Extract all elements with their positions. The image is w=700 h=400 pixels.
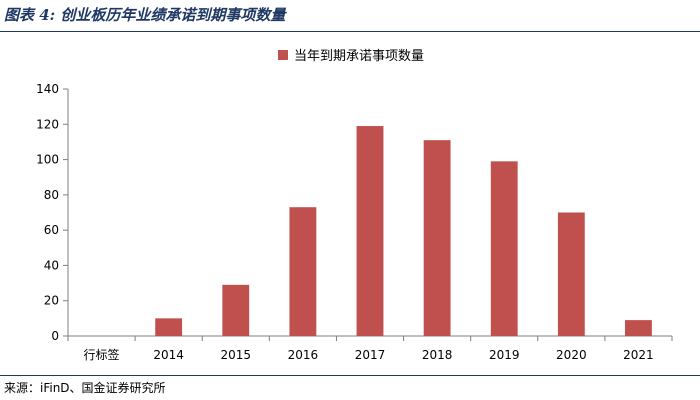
bar-2014 [155, 318, 183, 336]
legend-swatch [278, 50, 288, 60]
figure-header: 图表 4: 创业板历年业绩承诺到期事项数量 [0, 0, 700, 30]
figure-title: 图表 4: 创业板历年业绩承诺到期事项数量 [4, 6, 286, 24]
x-tick-label: 2019 [489, 348, 520, 362]
bar-2017 [356, 126, 384, 336]
x-tick-label: 2020 [556, 348, 587, 362]
header-divider [0, 31, 700, 32]
y-tick-label: 0 [51, 329, 59, 343]
bar-2020 [557, 212, 585, 336]
y-tick-label: 60 [44, 223, 59, 237]
x-tick-label: 2015 [221, 348, 252, 362]
footer-divider [0, 375, 700, 376]
y-tick-label: 120 [36, 117, 59, 131]
y-tick-label: 80 [44, 188, 59, 202]
y-tick-label: 140 [36, 82, 59, 96]
legend-label: 当年到期承诺事项数量 [294, 49, 424, 64]
x-tick-label: 2018 [422, 348, 453, 362]
source-note: 来源：iFinD、国金证券研究所 [4, 381, 166, 395]
x-tick-label: 2021 [623, 348, 654, 362]
x-tick-label: 2014 [153, 348, 184, 362]
y-tick-label: 40 [44, 258, 59, 272]
bar-2019 [490, 161, 518, 336]
bar-2015 [222, 284, 250, 336]
bar-2018 [423, 140, 451, 336]
chart-legend: 当年到期承诺事项数量 [278, 49, 424, 64]
x-tick-label: 2016 [288, 348, 319, 362]
bar-series [155, 126, 652, 336]
y-tick-label: 100 [36, 153, 59, 167]
x-tick-label: 2017 [355, 348, 386, 362]
y-tick-label: 20 [44, 294, 59, 308]
x-axis: 行标签 2014 2015 2016 2017 2018 2019 2020 2021 [67, 335, 673, 362]
y-axis: 0 20 40 60 80 100 120 140 [36, 82, 69, 343]
x-tick-label: 行标签 [84, 347, 120, 362]
bar-2021 [625, 320, 652, 336]
bar-2016 [289, 207, 317, 336]
